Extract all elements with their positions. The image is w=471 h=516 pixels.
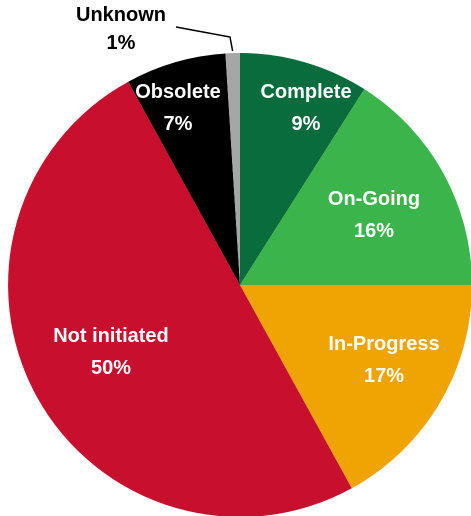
pie-slice-not-initiated <box>8 81 352 516</box>
slice-label-value: 16% <box>354 220 394 242</box>
slice-label-name: On-Going <box>328 188 420 210</box>
slice-label-value: 9% <box>292 113 321 135</box>
pie-slice-unknown <box>225 53 240 285</box>
slice-label-value: 7% <box>164 113 193 135</box>
callout-line-unknown <box>175 26 234 52</box>
pie-slices <box>8 53 471 516</box>
slice-labels: Complete 9% On-Going 16% In-Progress 17% Not i… <box>53 4 439 387</box>
slice-label-name: Unknown <box>76 4 166 26</box>
slice-label-name: Not initiated <box>53 325 169 347</box>
slice-label-value: 50% <box>91 357 131 379</box>
slice-label-value: 1% <box>107 32 136 54</box>
pie-slice-in-progress <box>240 285 471 489</box>
pie-slice-complete <box>240 53 365 285</box>
slice-label-name: In-Progress <box>328 333 439 355</box>
pie-slice-obsolete <box>128 53 240 286</box>
slice-label-name: Obsolete <box>135 81 221 103</box>
pie-slice-on-going <box>240 89 471 285</box>
slice-label-name: Complete <box>260 81 351 103</box>
callout-lines <box>175 26 234 52</box>
slice-label-value: 17% <box>364 365 404 387</box>
